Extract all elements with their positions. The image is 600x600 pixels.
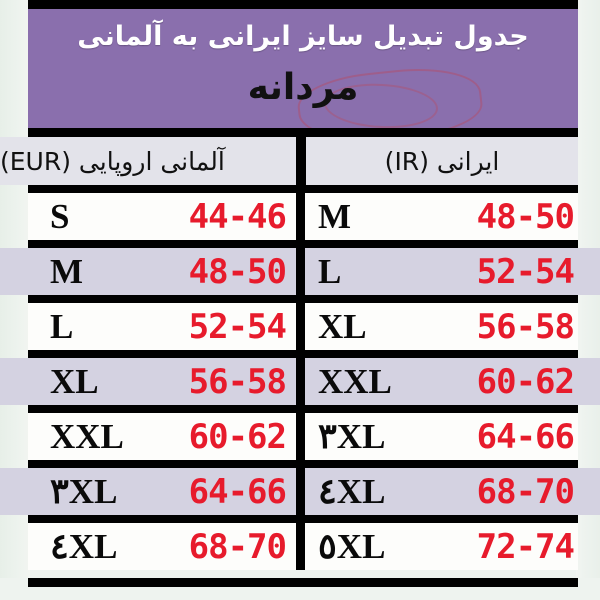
rule-under-column-header <box>28 185 578 193</box>
column-divider <box>296 358 305 405</box>
column-header-ir: ایرانی (IR) <box>306 137 578 185</box>
cell-ir-size: ٤XL <box>318 471 386 511</box>
column-divider <box>296 413 305 460</box>
cell-eur-value: 44-46 <box>188 196 287 237</box>
column-header-row: آلمانی اروپایی (EUR) ایرانی (IR) <box>0 137 600 185</box>
cell-ir-size: L <box>318 251 342 291</box>
cell-ir-size: M <box>318 196 352 236</box>
column-divider <box>296 468 305 515</box>
cell-eur-value: 68-70 <box>188 526 287 567</box>
column-header-eur: آلمانی اروپایی (EUR) <box>0 137 296 185</box>
rule-table-bottom <box>28 578 578 587</box>
cell-eur-value: 60-62 <box>188 416 287 457</box>
cell-eur-size: XL <box>50 361 99 401</box>
cell-ir-value: 52-54 <box>476 251 575 292</box>
table-row: XL 56-58 XXL 60-62 <box>0 358 600 413</box>
cell-eur-value: 52-54 <box>188 306 287 347</box>
cell-ir-value: 72-74 <box>476 526 575 567</box>
column-divider <box>296 193 305 240</box>
table-row: ۳XL 64-66 ٤XL 68-70 <box>0 468 600 523</box>
table-row: M 48-50 L 52-54 <box>0 248 600 303</box>
table-body: S 44-46 M 48-50 M 48-50 L 52-54 L 52-54 XL 56-58 XL 5… <box>0 193 600 587</box>
column-divider <box>296 303 305 350</box>
top-black-band <box>28 0 578 9</box>
cell-ir-value: 56-58 <box>476 306 575 347</box>
cell-ir-size: XXL <box>318 361 392 401</box>
table-row: XXL 60-62 ۳XL 64-66 <box>0 413 600 468</box>
cell-ir-size: ٥XL <box>318 526 386 566</box>
cell-eur-size: S <box>50 196 70 236</box>
row-separator <box>28 295 578 303</box>
cell-eur-value: 64-66 <box>188 471 287 512</box>
row-separator <box>28 350 578 358</box>
cell-ir-value: 48-50 <box>476 196 575 237</box>
cell-eur-value: 56-58 <box>188 361 287 402</box>
row-separator <box>28 240 578 248</box>
cell-ir-value: 68-70 <box>476 471 575 512</box>
cell-ir-size: ۳XL <box>318 416 386 456</box>
row-separator <box>28 515 578 523</box>
cell-ir-value: 64-66 <box>476 416 575 457</box>
column-divider <box>296 523 305 570</box>
column-divider <box>296 248 305 295</box>
cell-eur-value: 48-50 <box>188 251 287 292</box>
cell-ir-value: 60-62 <box>476 361 575 402</box>
table-row: S 44-46 M 48-50 <box>0 193 600 248</box>
title-banner: جدول تبدیل سایز ایرانی به آلمانی مردانه <box>28 9 578 128</box>
cell-eur-size: ۳XL <box>50 471 118 511</box>
row-separator <box>28 405 578 413</box>
chart-subtitle: مردانه <box>247 67 359 108</box>
column-header-divider <box>296 137 306 185</box>
rule-under-title <box>28 128 578 137</box>
cell-eur-size: ٤XL <box>50 526 118 566</box>
cell-ir-size: XL <box>318 306 367 346</box>
table-row: ٤XL 68-70 ٥XL 72-74 <box>0 523 600 570</box>
chart-title: جدول تبدیل سایز ایرانی به آلمانی <box>77 21 529 52</box>
cell-eur-size: XXL <box>50 416 124 456</box>
table-row: L 52-54 XL 56-58 <box>0 303 600 358</box>
cell-eur-size: L <box>50 306 74 346</box>
cell-eur-size: M <box>50 251 84 291</box>
row-separator <box>28 460 578 468</box>
